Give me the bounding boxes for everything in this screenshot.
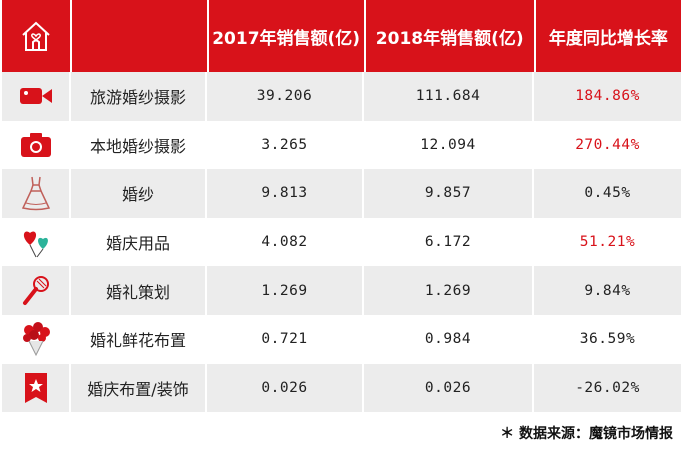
category-label: 本地婚纱摄影	[71, 120, 207, 170]
growth-rate: 9.84%	[584, 282, 631, 299]
sales-2017: 1.269	[207, 266, 364, 315]
video-camera-icon	[2, 72, 71, 121]
microphone-icon	[2, 266, 71, 315]
table-row: 本地婚纱摄影 3.265 12.094 270.44%	[2, 120, 681, 170]
sales-2018: 6.172	[364, 217, 534, 267]
sales-2018: 0.984	[364, 314, 534, 364]
table-header: 2017年销售额(亿) 2018年销售额(亿) 年度同比增长率	[2, 0, 681, 72]
category-label: 旅游婚纱摄影	[71, 72, 207, 121]
sales-2017: 9.813	[207, 169, 364, 218]
table-row: 旅游婚纱摄影 39.206 111.684 184.86%	[2, 72, 681, 121]
flower-bouquet-icon	[2, 314, 71, 364]
category-label: 婚礼策划	[71, 266, 207, 315]
sales-2018: 1.269	[364, 266, 534, 315]
wedding-dress-icon	[2, 169, 71, 218]
heart-balloons-icon	[2, 217, 71, 267]
category-label: 婚纱	[71, 169, 207, 218]
header-category	[72, 0, 209, 72]
table-row: 婚礼鲜花布置 0.721 0.984 36.59%	[2, 314, 681, 364]
sales-2017: 0.721	[207, 314, 364, 364]
sales-2017: 0.026	[207, 363, 364, 413]
source-note: ＊ 数据来源：魔镜市场情报	[500, 426, 673, 442]
header-growth: 年度同比增长率	[548, 28, 668, 49]
star-banner-icon	[2, 363, 71, 413]
sales-2018: 12.094	[364, 120, 534, 170]
header-2017: 2017年销售额(亿)	[209, 0, 366, 72]
sales-2018: 111.684	[364, 72, 534, 121]
sales-2017: 39.206	[207, 72, 364, 121]
sales-2018: 0.026	[364, 363, 534, 413]
table-row: 婚礼策划 1.269 1.269 9.84%	[2, 266, 681, 315]
growth-rate: 270.44%	[575, 136, 640, 153]
sales-table: 2017年销售额(亿) 2018年销售额(亿) 年度同比增长率 旅游婚纱摄影 3…	[2, 0, 681, 413]
category-label: 婚庆用品	[71, 217, 207, 267]
table-row: 婚庆用品 4.082 6.172 51.21%	[2, 217, 681, 267]
header-2018: 2018年销售额(亿)	[366, 0, 536, 72]
sales-2018: 9.857	[364, 169, 534, 218]
growth-rate: 36.59%	[579, 331, 636, 348]
table-row: 婚纱 9.813 9.857 0.45%	[2, 169, 681, 218]
growth-rate: 184.86%	[575, 88, 640, 105]
growth-rate: 51.21%	[579, 234, 636, 251]
sales-2017: 4.082	[207, 217, 364, 267]
category-label: 婚庆布置/装饰	[71, 363, 207, 413]
growth-rate: -26.02%	[575, 379, 640, 396]
photo-camera-icon	[2, 120, 71, 170]
house-heart-icon	[2, 0, 73, 72]
sales-2017: 3.265	[207, 120, 364, 170]
table-row: 婚庆布置/装饰 0.026 0.026 -26.02%	[2, 363, 681, 413]
category-label: 婚礼鲜花布置	[71, 314, 207, 364]
growth-rate: 0.45%	[584, 185, 631, 202]
